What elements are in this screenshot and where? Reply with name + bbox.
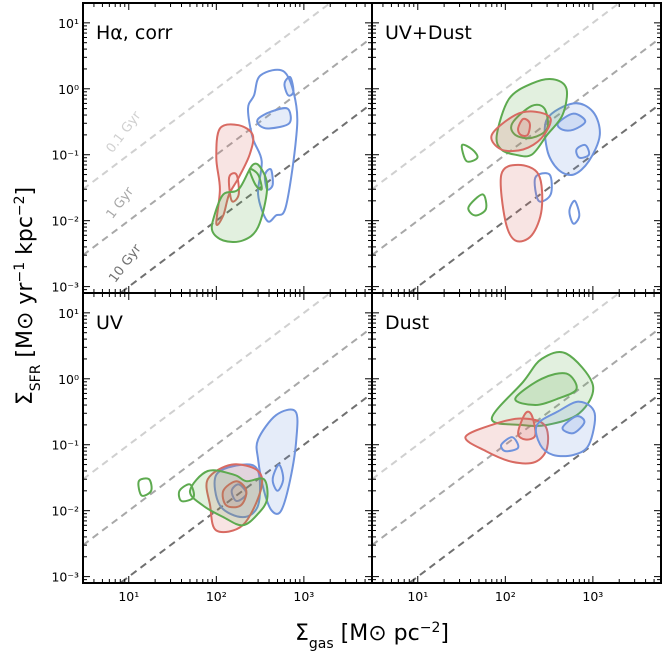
x-tick-label: 10¹	[118, 589, 139, 604]
panel-title: UV	[96, 312, 123, 334]
x-tick-label: 10³	[582, 589, 603, 604]
red-contour	[221, 480, 248, 509]
y-tick-label: 10⁻¹	[51, 438, 79, 453]
y-tick-label: 10¹	[58, 16, 79, 31]
blue-contour	[575, 143, 591, 159]
red-contour	[517, 410, 537, 441]
blue-contour	[283, 75, 295, 97]
red-contour	[517, 117, 531, 137]
depletion-line	[372, 326, 661, 546]
plot-area	[372, 293, 661, 583]
y-axis-label: ΣSFR [M⊙ yr−1 kpc−2]	[12, 187, 44, 405]
depletion-line	[407, 102, 661, 293]
depletion-line	[83, 3, 332, 191]
depletion-line	[118, 102, 372, 293]
x-tick-label: 10¹	[407, 589, 428, 604]
red-contour	[490, 110, 552, 153]
depletion-line	[83, 36, 372, 256]
y-tick-label: 10⁻¹	[51, 148, 79, 163]
blue-contour	[556, 112, 587, 132]
panel: 10¹ 10² 10³ Dust	[371, 292, 662, 604]
panel: UV+Dust	[371, 2, 662, 294]
green-contour	[495, 77, 569, 158]
blue-contour	[271, 463, 285, 492]
blue-contour	[256, 107, 292, 130]
red-contour	[499, 163, 544, 243]
panel-title: Hα, corr	[96, 22, 172, 44]
depletion-line	[118, 392, 372, 583]
depletion-line	[407, 392, 661, 583]
depletion-line-label: 0.1 Gyr	[104, 108, 145, 156]
green-contour	[248, 168, 263, 191]
depletion-line	[372, 3, 621, 191]
green-contour	[210, 162, 269, 243]
panel-frame	[371, 292, 662, 584]
green-contour	[514, 372, 578, 406]
plot-area	[372, 3, 661, 293]
green-contour	[188, 469, 269, 527]
y-tick-label: 10⁻²	[51, 214, 79, 229]
blue-contour	[534, 400, 597, 458]
depletion-line	[83, 326, 372, 546]
y-tick-label: 10⁻²	[51, 504, 79, 519]
x-tick-label: 10²	[206, 589, 227, 604]
green-contour	[177, 483, 195, 503]
blue-contour	[500, 436, 520, 453]
plot-area	[83, 293, 372, 583]
panel: 10¹ 10² 10³ 10⁻³ 10⁻² 10⁻¹ 10⁰ 10¹ UV	[51, 292, 373, 604]
panel: 0.1 Gyr 1 Gyr 10 Gyr 10⁻³ 10⁻² 10⁻¹ 10⁰ 10¹ Hα, …	[51, 2, 373, 295]
blue-contour	[533, 172, 553, 203]
panel-title: Dust	[385, 312, 429, 334]
depletion-line	[372, 36, 661, 256]
x-tick-label: 10²	[495, 589, 516, 604]
panel-frame	[82, 292, 373, 584]
green-contour	[460, 143, 479, 163]
panel-title: UV+Dust	[385, 22, 472, 44]
y-tick-label: 10⁰	[58, 372, 79, 387]
red-contour	[464, 417, 550, 465]
green-contour	[467, 193, 488, 217]
green-contour	[490, 351, 595, 427]
depletion-line-label: 1 Gyr	[104, 184, 138, 222]
depletion-line	[83, 293, 332, 481]
y-tick-label: 10¹	[58, 306, 79, 321]
blue-contour	[561, 415, 586, 435]
plot-area: 0.1 Gyr 1 Gyr 10 Gyr	[83, 3, 372, 293]
green-contour	[137, 477, 153, 497]
red-contour	[227, 172, 240, 203]
x-tick-label: 10³	[293, 589, 314, 604]
y-tick-label: 10⁻³	[51, 570, 79, 585]
blue-contour	[568, 199, 581, 225]
depletion-line-label: 10 Gyr	[106, 241, 145, 286]
x-axis-label: Σgas [M⊙ pc−2]	[295, 620, 449, 651]
y-tick-label: 10⁻³	[51, 280, 79, 295]
panel-grid: 0.1 Gyr 1 Gyr 10 Gyr 10⁻³ 10⁻² 10⁻¹ 10⁰ 10¹ Hα, …	[51, 2, 662, 604]
y-tick-label: 10⁰	[58, 82, 79, 97]
depletion-line	[372, 293, 621, 481]
